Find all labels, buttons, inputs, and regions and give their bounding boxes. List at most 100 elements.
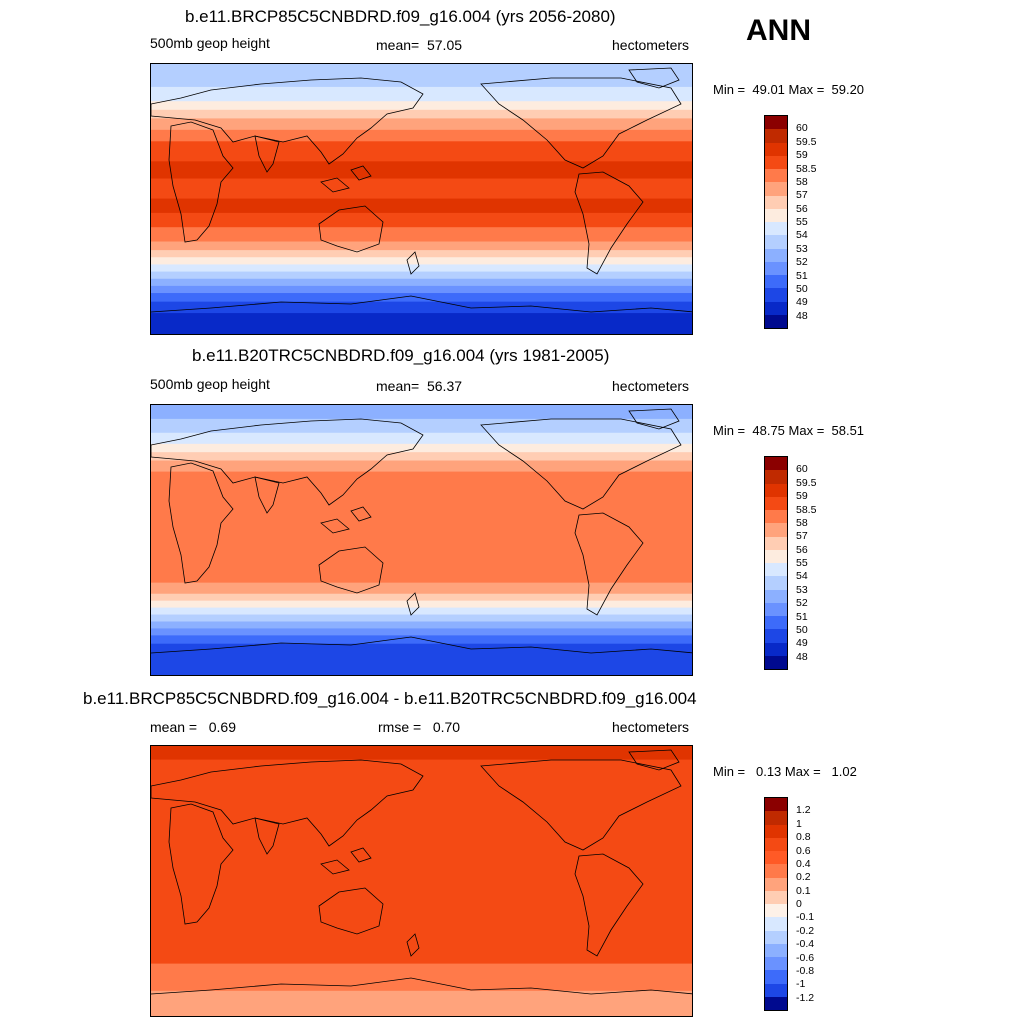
coastline (406, 592, 420, 616)
panel-1-units-label: hectometers (612, 37, 690, 53)
colorbar-tick-label: -0.8 (796, 964, 815, 977)
contour-band (151, 101, 692, 111)
panel-1-minmax: Min = 49.01 Max = 59.20 (713, 82, 865, 97)
coastline (574, 512, 644, 616)
coastline (168, 462, 234, 584)
panel-3-rmse-label: rmse = 0.70 (378, 719, 461, 735)
panel-1-variable-label: 500mb geop height (150, 35, 270, 51)
colorbar-segment (765, 798, 787, 812)
coastline (628, 67, 680, 89)
colorbar-tick-label: -0.4 (796, 938, 815, 951)
panel-1-colorbar (764, 115, 788, 329)
contour-band (151, 109, 692, 119)
coastline (574, 171, 644, 275)
colorbar-segment (765, 129, 787, 143)
colorbar-segment (765, 864, 787, 878)
colorbar-segment (765, 536, 787, 550)
coastline (168, 803, 234, 925)
contour-band (151, 746, 692, 761)
colorbar-tick-label: 1.2 (796, 804, 811, 817)
colorbar-segment (765, 470, 787, 484)
coastline (151, 977, 692, 995)
colorbar-tick-label: 53 (796, 242, 808, 255)
colorbar-tick-label: 58.5 (796, 503, 817, 516)
contour-band (151, 607, 692, 616)
coastline (254, 817, 280, 855)
colorbar-segment (765, 235, 787, 249)
coastline (320, 177, 350, 193)
panel-1-title: b.e11.BRCP85C5CNBDRD.f09_g16.004 (yrs 20… (185, 7, 616, 26)
contour-band (151, 443, 692, 453)
colorbar-tick-label: -0.6 (796, 951, 815, 964)
colorbar-segment (765, 890, 787, 904)
contour-band (151, 990, 692, 1016)
contour-band (151, 118, 692, 131)
colorbar-segment (765, 182, 787, 196)
colorbar-segment (765, 576, 787, 590)
coastline (318, 205, 384, 253)
colorbar-tick-label: 59 (796, 490, 808, 503)
colorbar-tick-label: 59.5 (796, 135, 817, 148)
panel-2-mean-label: mean= 56.37 (376, 378, 463, 394)
panel-3-mean-label: mean = 0.69 (150, 719, 237, 735)
colorbar-tick-label: 57 (796, 189, 808, 202)
colorbar-tick-label: 49 (796, 296, 808, 309)
colorbar-segment (765, 155, 787, 169)
colorbar-tick-label: 56 (796, 202, 808, 215)
colorbar-segment (765, 496, 787, 510)
coastline (151, 759, 424, 847)
coastline (151, 295, 692, 313)
colorbar-segment (765, 483, 787, 497)
colorbar-tick-label: 0.8 (796, 831, 811, 844)
colorbar-segment (765, 602, 787, 616)
coastline (480, 77, 682, 169)
colorbar-tick-label: 60 (796, 463, 808, 476)
colorbar-segment (765, 629, 787, 643)
colorbar-segment (765, 195, 787, 209)
colorbar-segment (765, 930, 787, 944)
contour-band (151, 198, 692, 214)
colorbar-tick-label: 56 (796, 543, 808, 556)
colorbar-segment (765, 510, 787, 524)
contour-band (151, 460, 692, 473)
contour-band (151, 212, 692, 228)
colorbar-tick-label: 57 (796, 530, 808, 543)
colorbar-segment (765, 457, 787, 471)
contour-band (151, 264, 692, 273)
colorbar-segment (765, 957, 787, 971)
coastline (350, 506, 372, 522)
contour-band (151, 452, 692, 462)
coastline (320, 518, 350, 534)
contour-band (151, 129, 692, 142)
coastline (151, 636, 692, 654)
colorbar-segment (765, 970, 787, 984)
colorbar-segment (765, 616, 787, 630)
coastline (318, 546, 384, 594)
colorbar-segment (765, 222, 787, 236)
coastline (151, 418, 424, 506)
contour-band (151, 635, 692, 645)
colorbar-segment (765, 549, 787, 563)
contour-band (151, 405, 692, 420)
panel-3-map (150, 745, 693, 1017)
colorbar-segment (765, 208, 787, 222)
panel-3-minmax: Min = 0.13 Max = 1.02 (713, 764, 857, 779)
colorbar-tick-label: 52 (796, 256, 808, 269)
contour-band (151, 285, 692, 294)
panel-1-map (150, 63, 693, 335)
colorbar-tick-label: 0.6 (796, 844, 811, 857)
season-label: ANN (746, 14, 811, 47)
contour-band (151, 614, 692, 622)
panel-2-map (150, 404, 693, 676)
colorbar-segment (765, 523, 787, 537)
coastline (574, 853, 644, 957)
coastline (320, 859, 350, 875)
coastline (168, 121, 234, 243)
panel-3-colorbar (764, 797, 788, 1011)
colorbar-segment (765, 116, 787, 130)
colorbar-segment (765, 655, 787, 669)
contour-band (151, 963, 692, 992)
coastline (254, 476, 280, 514)
colorbar-tick-label: -1.2 (796, 991, 815, 1004)
colorbar-segment (765, 983, 787, 997)
